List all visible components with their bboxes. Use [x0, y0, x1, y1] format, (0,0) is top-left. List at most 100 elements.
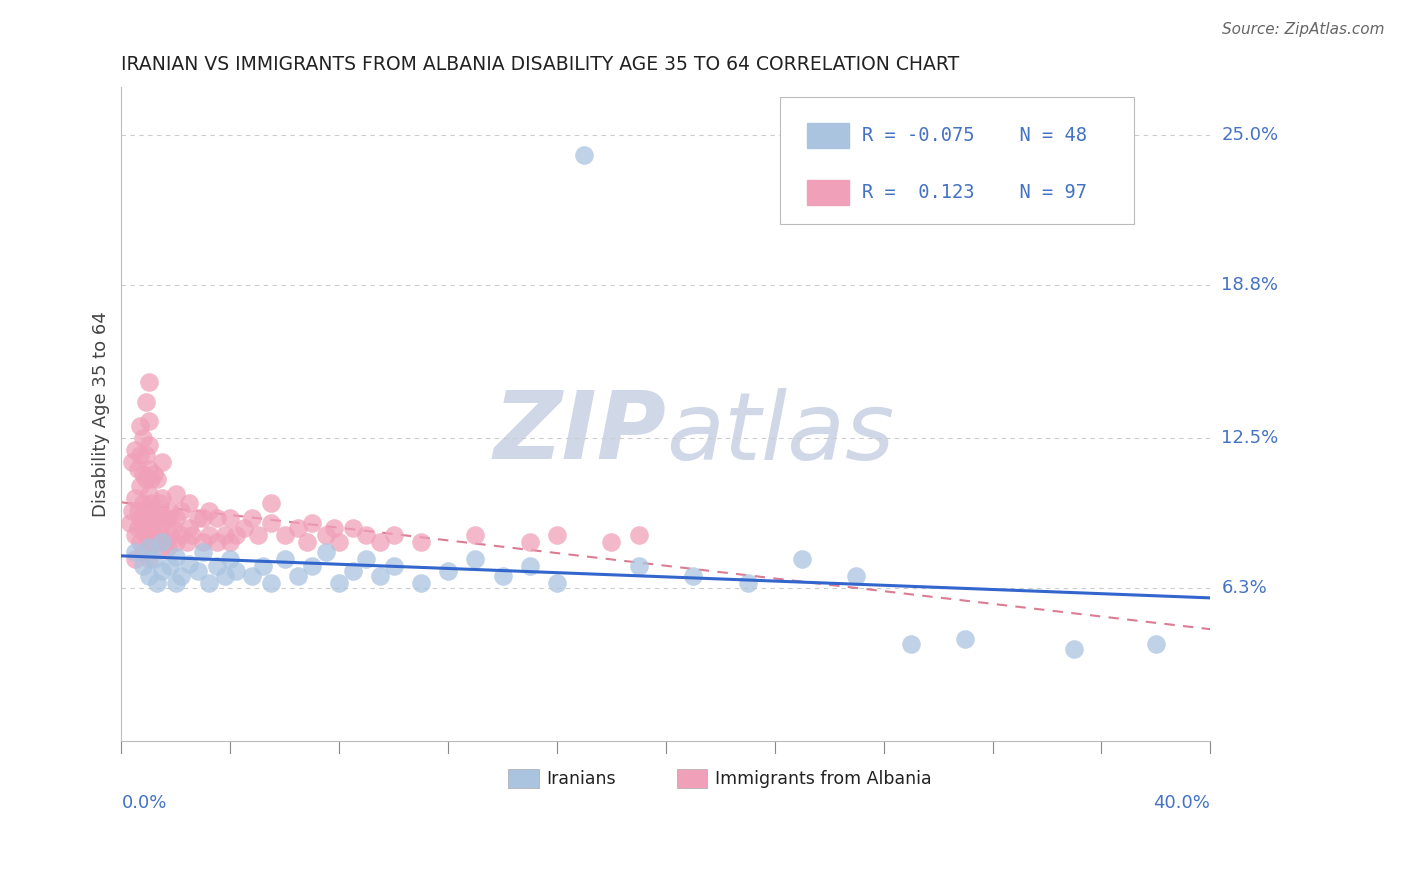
Point [124, 491, 146, 506]
Point [132, 520, 155, 534]
Point [287, 569, 309, 583]
Point [165, 535, 187, 549]
Point [156, 540, 179, 554]
Point [315, 545, 337, 559]
Point [138, 511, 160, 525]
Point [150, 535, 173, 549]
Point [124, 528, 146, 542]
Point [146, 535, 169, 549]
Point [129, 448, 152, 462]
Point [159, 528, 181, 542]
Point [138, 569, 160, 583]
Point [368, 569, 391, 583]
Point [129, 511, 152, 525]
Text: 12.5%: 12.5% [1222, 429, 1278, 447]
Point [437, 564, 460, 578]
Point [135, 448, 157, 462]
Point [165, 576, 187, 591]
Point [301, 516, 323, 530]
Point [150, 491, 173, 506]
Point [132, 559, 155, 574]
Point [132, 545, 155, 559]
Point [150, 516, 173, 530]
FancyBboxPatch shape [676, 770, 707, 788]
Point [409, 576, 432, 591]
Point [519, 559, 541, 574]
Point [246, 528, 269, 542]
Point [233, 520, 256, 534]
Point [737, 576, 759, 591]
Point [165, 486, 187, 500]
Point [170, 528, 193, 542]
Point [138, 535, 160, 549]
FancyBboxPatch shape [807, 123, 849, 147]
Point [132, 467, 155, 482]
Point [219, 535, 242, 549]
Point [240, 569, 263, 583]
Point [627, 559, 650, 574]
Point [138, 486, 160, 500]
Text: 0.0%: 0.0% [121, 794, 167, 812]
Text: Source: ZipAtlas.com: Source: ZipAtlas.com [1222, 22, 1385, 37]
Point [274, 552, 297, 566]
Point [191, 545, 214, 559]
Text: 18.8%: 18.8% [1222, 277, 1278, 294]
Point [118, 516, 141, 530]
Point [124, 443, 146, 458]
Point [260, 576, 283, 591]
Point [146, 472, 169, 486]
Point [252, 559, 274, 574]
Point [214, 528, 236, 542]
Point [1063, 641, 1085, 656]
Point [225, 564, 247, 578]
Point [205, 559, 228, 574]
Point [170, 503, 193, 517]
Point [328, 535, 350, 549]
Point [179, 557, 201, 571]
Point [121, 455, 143, 469]
Point [146, 511, 169, 525]
Point [574, 147, 596, 161]
Point [153, 535, 176, 549]
Point [342, 564, 364, 578]
Text: Immigrants from Albania: Immigrants from Albania [714, 770, 932, 788]
Point [129, 535, 152, 549]
Point [368, 535, 391, 549]
Point [260, 516, 283, 530]
Point [141, 520, 163, 534]
Text: IRANIAN VS IMMIGRANTS FROM ALBANIA DISABILITY AGE 35 TO 64 CORRELATION CHART: IRANIAN VS IMMIGRANTS FROM ALBANIA DISAB… [121, 55, 960, 74]
Point [409, 535, 432, 549]
Text: 25.0%: 25.0% [1222, 127, 1278, 145]
Point [159, 503, 181, 517]
Point [127, 462, 149, 476]
Point [382, 528, 405, 542]
Point [170, 569, 193, 583]
Text: Iranians: Iranians [546, 770, 616, 788]
Point [260, 496, 283, 510]
Point [197, 576, 219, 591]
Point [176, 535, 198, 549]
Y-axis label: Disability Age 35 to 64: Disability Age 35 to 64 [93, 310, 110, 516]
Text: R =  0.123    N = 97: R = 0.123 N = 97 [862, 183, 1087, 202]
Point [156, 511, 179, 525]
Point [143, 552, 166, 566]
Point [141, 496, 163, 510]
Point [127, 520, 149, 534]
Point [148, 528, 170, 542]
Point [225, 528, 247, 542]
Text: 40.0%: 40.0% [1153, 794, 1211, 812]
Point [322, 520, 344, 534]
Point [790, 552, 813, 566]
Point [328, 576, 350, 591]
Point [197, 503, 219, 517]
Point [1144, 637, 1167, 651]
Point [165, 549, 187, 564]
Point [187, 511, 209, 525]
Point [682, 569, 704, 583]
Point [150, 455, 173, 469]
FancyBboxPatch shape [780, 96, 1135, 224]
Point [129, 418, 152, 433]
Point [150, 564, 173, 578]
Point [124, 552, 146, 566]
Point [600, 535, 623, 549]
